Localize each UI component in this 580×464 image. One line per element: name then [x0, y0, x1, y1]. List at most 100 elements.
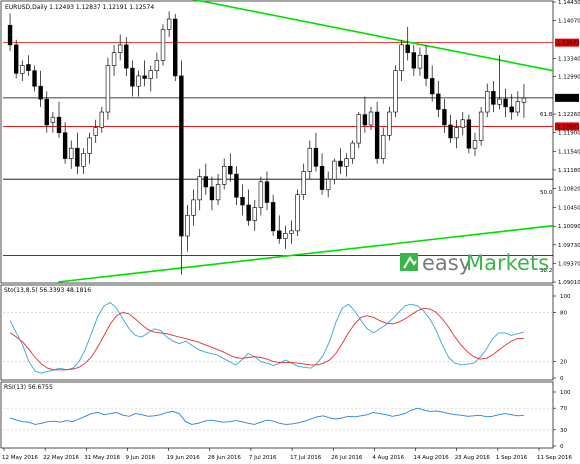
rsi-tick-100: 100	[560, 390, 571, 396]
candle-body	[136, 75, 141, 87]
candle-body	[246, 204, 251, 221]
fib-618-label: 61.8	[540, 112, 553, 118]
candle-body	[478, 111, 484, 141]
x-tick-label-9: 4 Aug 2016	[372, 455, 404, 461]
candle-body	[466, 119, 472, 149]
candle-body	[442, 109, 447, 126]
rsi-chart	[3, 407, 553, 431]
candle-body	[173, 18, 178, 77]
y-tick-label-6: 1.11540	[558, 149, 580, 155]
lower-trendline	[57, 224, 554, 283]
candle-body	[350, 142, 355, 159]
candle-body	[258, 181, 264, 208]
candle-body	[179, 75, 184, 237]
price-chart	[3, 0, 554, 283]
candle-body	[399, 44, 404, 72]
candle-body	[313, 147, 319, 167]
candle-body	[20, 65, 25, 74]
candle-body	[185, 215, 190, 237]
support-price-tag-bg	[555, 122, 579, 131]
candle-body	[111, 52, 117, 66]
easymarkets-logo: easy Markets	[400, 251, 549, 275]
candle-body	[160, 29, 166, 61]
stochastic-tick-0: 0	[560, 376, 564, 382]
candle-body	[460, 119, 465, 128]
x-tick-label-8: 26 Jul 2016	[331, 455, 363, 461]
x-tick-label-12: 1 Sep 2016	[496, 455, 528, 461]
candle-body	[448, 124, 453, 139]
candle-body	[264, 181, 270, 203]
stochastic-tick-80: 80	[560, 310, 567, 316]
candle-body	[325, 178, 331, 190]
candle-body	[381, 134, 386, 159]
x-tick-label-2: 31 May 2016	[84, 455, 120, 461]
stochastic-tick-20: 20	[560, 360, 567, 366]
current-price-tag: 1.12574	[557, 96, 580, 102]
candle-body	[44, 98, 49, 126]
candle-body	[148, 70, 153, 79]
candle-body	[81, 153, 86, 167]
x-tick-label-3: 9 Jun 2016	[125, 455, 155, 461]
upper-trendline	[191, 0, 554, 72]
stochastic-tick-100: 100	[560, 294, 571, 300]
candle-body	[515, 101, 521, 113]
y-tick-label-1: 1.14070	[558, 19, 580, 25]
y-tick-label-11: 1.09730	[558, 243, 580, 249]
stochastic-panel[interactable]	[0, 284, 554, 381]
candle-body	[215, 184, 221, 201]
candle-body	[411, 52, 417, 69]
stochastic-line-1	[9, 307, 524, 371]
candle-body	[69, 147, 74, 159]
candle-body	[50, 116, 56, 123]
rsi-line-0	[9, 407, 524, 425]
candle-body	[191, 199, 196, 216]
candle-body	[405, 44, 410, 53]
candle-body	[228, 165, 233, 175]
candle-body	[436, 93, 441, 110]
y-tick-label-2: 1.13340	[558, 56, 580, 62]
y-tick-label-10: 1.10090	[558, 224, 580, 230]
candle-body	[26, 64, 31, 72]
candle-body	[344, 158, 349, 167]
candle-body	[307, 147, 313, 172]
current-price-tag-bg	[555, 93, 579, 102]
candle-body	[124, 44, 129, 69]
x-tick-label-7: 17 Jul 2016	[290, 455, 322, 461]
y-tick-label-0: 1.14430	[558, 0, 580, 6]
candle-body	[429, 78, 435, 95]
y-tick-label-13: 1.09010	[558, 280, 580, 286]
candle-body	[417, 54, 423, 69]
candle-body	[38, 85, 43, 100]
x-tick-label-0: 12 May 2016	[2, 455, 38, 461]
resistance-price-tag: 1.13643	[557, 41, 580, 47]
x-tick-label-1: 22 May 2016	[43, 455, 79, 461]
y-tick-label-9: 1.10450	[558, 206, 580, 212]
x-tick-label-11: 23 Aug 2016	[455, 455, 491, 461]
y-tick-label-3: 1.12990	[558, 74, 580, 80]
candle-body	[87, 137, 92, 154]
svg-text:easy: easy	[422, 251, 471, 275]
stochastic-chart	[3, 302, 553, 374]
candle-body	[295, 194, 300, 232]
candle-body	[56, 116, 62, 134]
candle-body	[362, 114, 368, 126]
candle-body	[338, 160, 343, 167]
candle-body	[332, 160, 337, 180]
x-tick-label-4: 19 Jun 2016	[167, 455, 201, 461]
candle-body	[509, 106, 514, 113]
candle-body	[221, 165, 227, 185]
candle-body	[234, 173, 239, 198]
candle-body	[99, 111, 105, 128]
rsi-panel[interactable]	[0, 381, 554, 449]
candle-body	[393, 70, 398, 113]
candle-body	[277, 230, 282, 239]
candle-body	[289, 230, 294, 234]
candle-body	[197, 176, 202, 201]
rsi-label: RSI(13) 56.6755	[4, 384, 53, 391]
candle-body	[491, 91, 496, 105]
candle-body	[130, 67, 135, 87]
candle-body	[7, 24, 13, 46]
candle-body	[301, 171, 306, 195]
candle-body	[368, 111, 374, 126]
